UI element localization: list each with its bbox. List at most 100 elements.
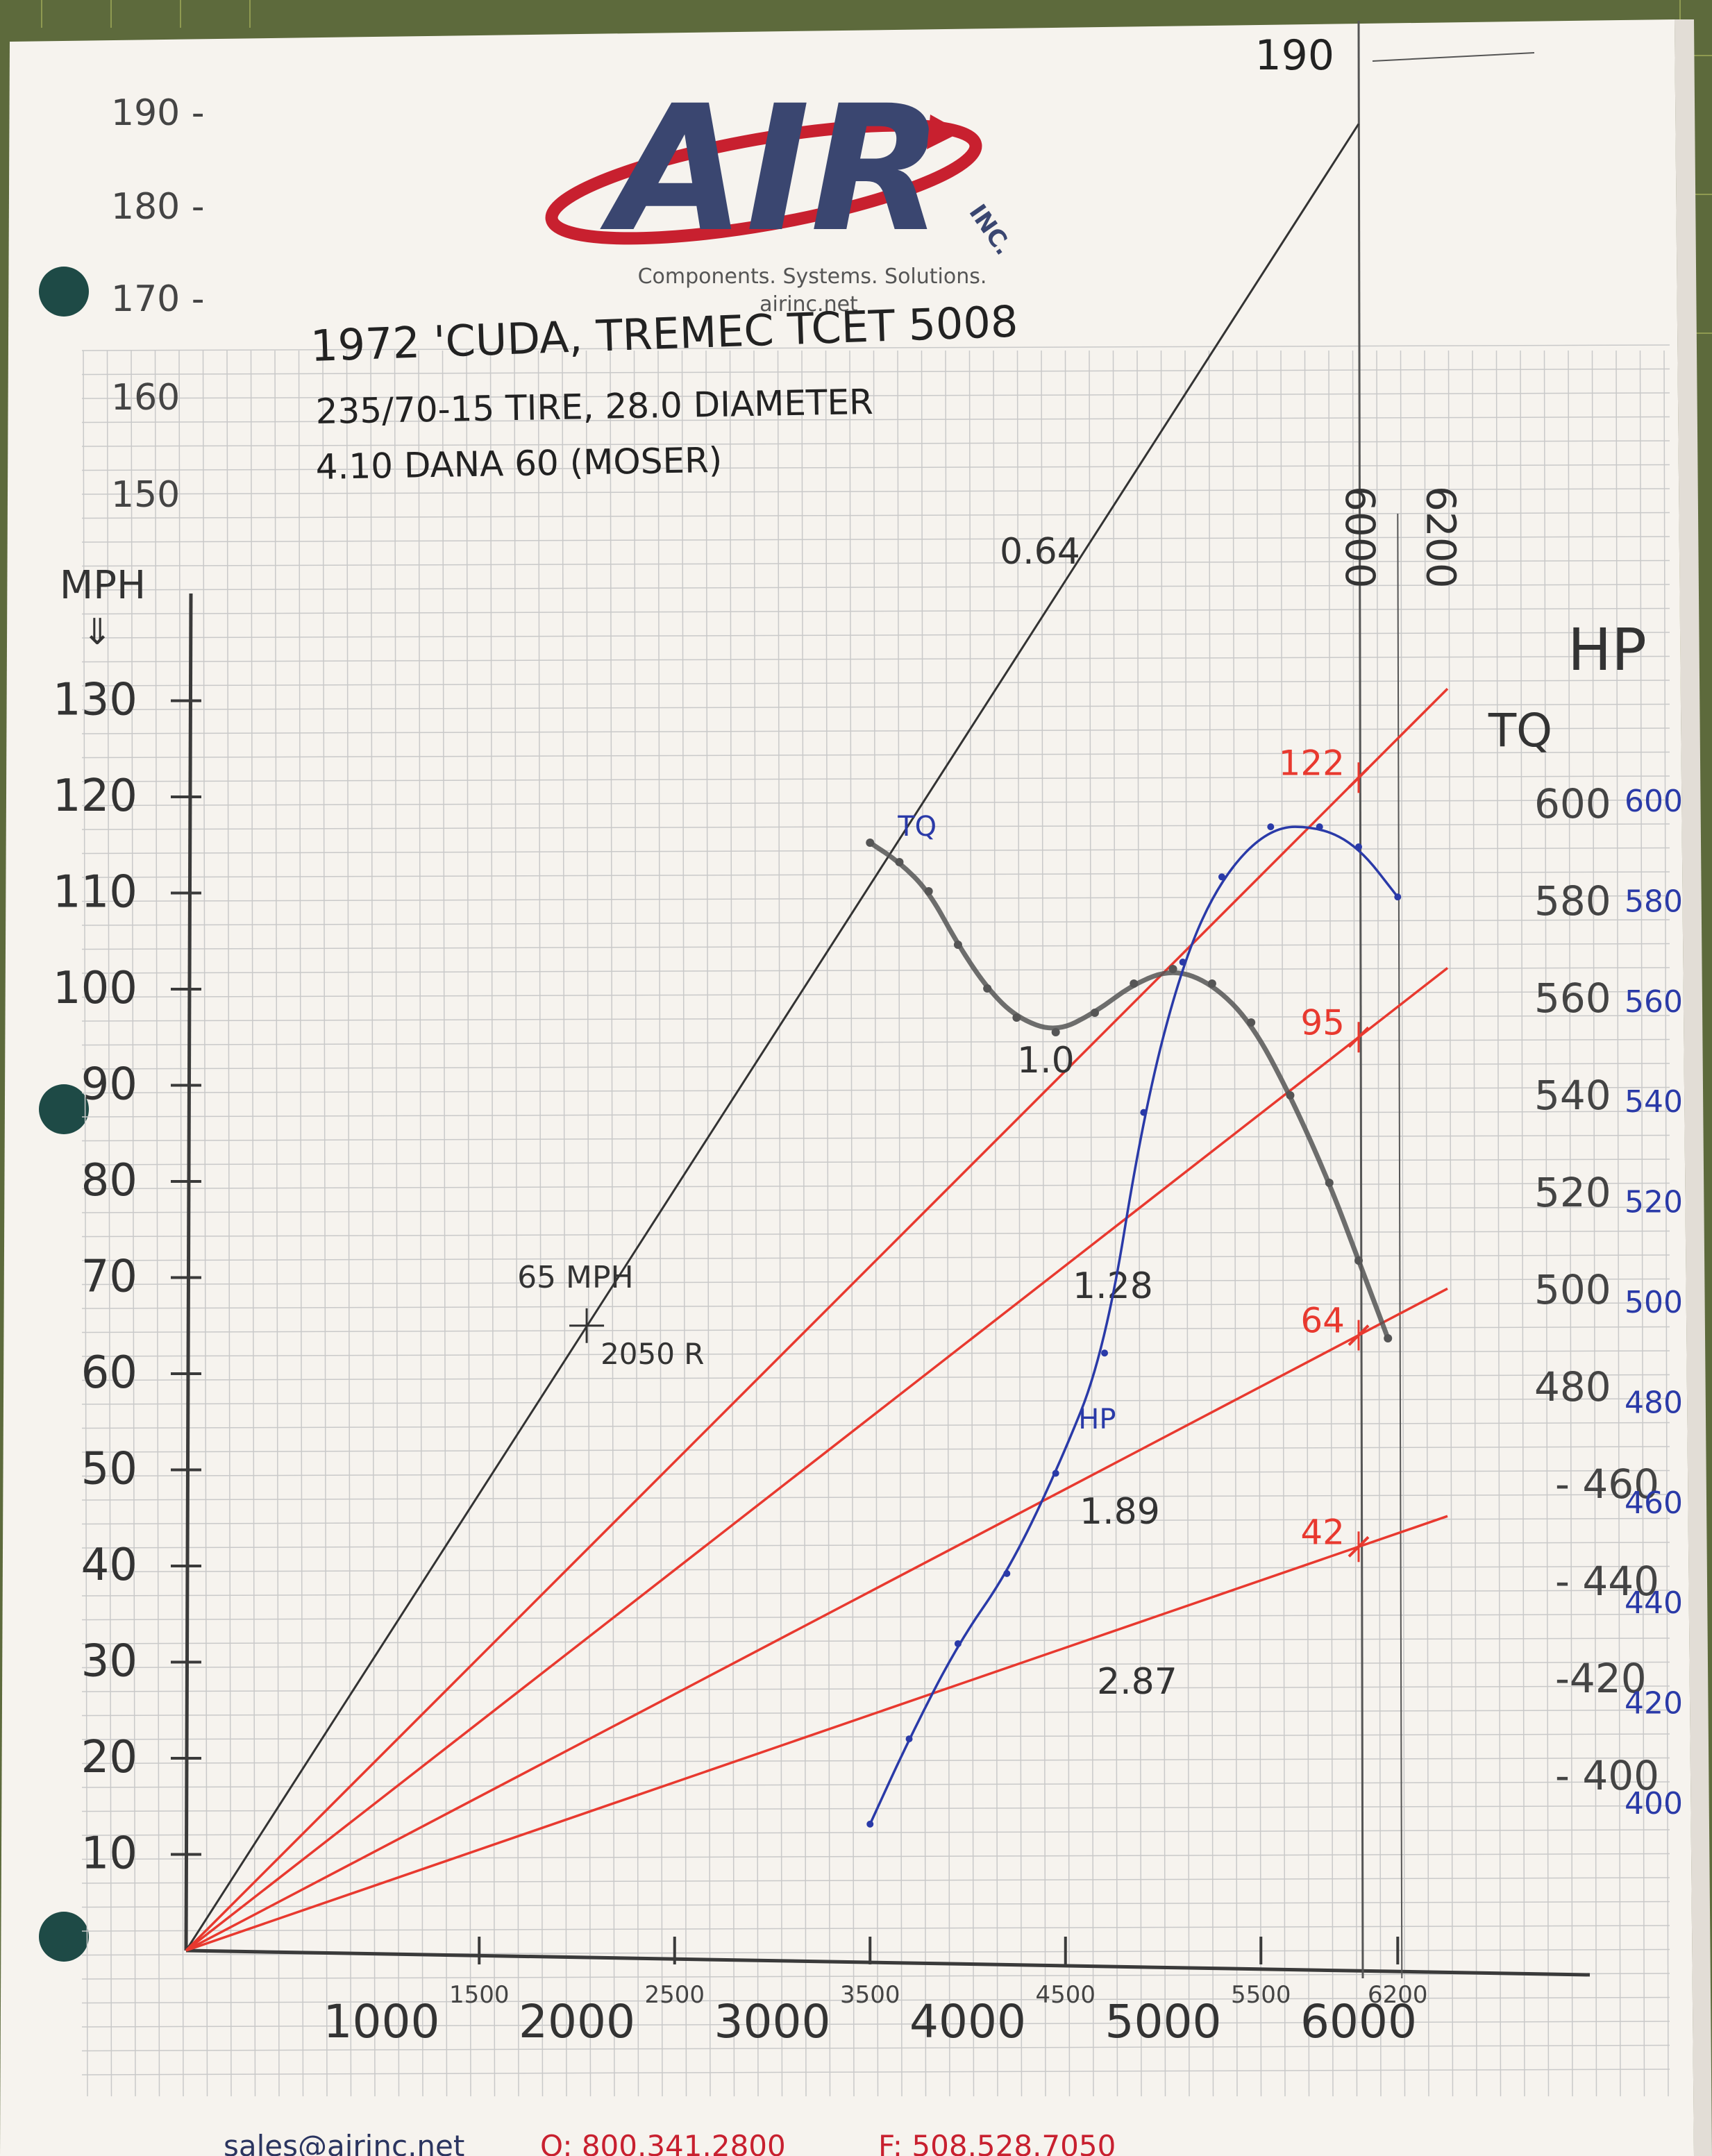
y-tick-label: 50 (81, 1444, 137, 1495)
grid-line-vertical (1520, 350, 1525, 2097)
grid-line-horizontal (81, 655, 1670, 663)
series-point-tq (1168, 965, 1177, 973)
grid-line-horizontal (81, 1015, 1670, 1022)
grid-line-vertical (1136, 350, 1142, 2097)
grid-line-horizontal (81, 2069, 1670, 2075)
series-point-hp (954, 1640, 962, 1647)
y-tick-label: 20 (81, 1732, 137, 1783)
rpm-line-6200 (1397, 513, 1403, 1979)
grid-line-vertical (178, 350, 184, 2097)
binder-hole-bottom (39, 1912, 89, 1962)
hp-axis-label: 580 (1625, 884, 1683, 919)
x-minor-tick-label: 3500 (840, 1981, 900, 2009)
grid-line-vertical (897, 350, 903, 2097)
grid-line-horizontal (81, 1326, 1670, 1333)
series-point-tq (983, 984, 992, 993)
grid-line-horizontal (81, 1374, 1670, 1381)
grid-line-vertical (1208, 350, 1214, 2097)
annotation-rpm: 2050 R (601, 1337, 704, 1371)
tq-axis-label: 520 (1534, 1169, 1611, 1216)
grid-line-horizontal (81, 1494, 1670, 1501)
y-axis-line (184, 593, 193, 1951)
hp-axis-label: 440 (1625, 1585, 1683, 1621)
grid-line-horizontal (81, 1613, 1670, 1621)
series-point-tq (895, 858, 904, 866)
hp-axis-title: HP (1568, 616, 1647, 684)
grid-line-vertical (1304, 350, 1310, 2097)
series-label-tq: TQ (897, 811, 937, 843)
hp-axis-label: 520 (1625, 1185, 1683, 1220)
y-tick-label: 100 (53, 963, 137, 1014)
grid-line-vertical (466, 350, 471, 2097)
x-minor-tick-label: 5500 (1231, 1981, 1291, 2009)
grid-line-horizontal (81, 1565, 1670, 1573)
chart-area: 10 20 30 40 50 60 70 80 90 100 110 120 130 150 160 170 … (53, 20, 1683, 2048)
tq-axis-label: - 460 (1555, 1460, 1659, 1508)
series-point-hp (866, 1820, 874, 1828)
grid-line-vertical (1160, 350, 1166, 2097)
grid-line-horizontal (81, 1996, 1670, 2004)
grid-line-horizontal (81, 1685, 1670, 1692)
grid-line-horizontal (81, 1063, 1670, 1070)
x-tick-label: 2000 (519, 1995, 635, 2048)
series-point-hp (905, 1735, 913, 1743)
grid-line-horizontal (81, 536, 1670, 543)
x-minor-tick-label: 6200 (1368, 1981, 1428, 2009)
grid-line-horizontal (81, 1637, 1670, 1644)
x-tick-label: 3000 (714, 1995, 831, 2048)
grid-line-horizontal (81, 919, 1670, 926)
tq-axis-label: 500 (1534, 1266, 1611, 1313)
grid-line-vertical (1616, 350, 1621, 2097)
grid-line-vertical (681, 350, 687, 2097)
grid-line-vertical (1352, 350, 1358, 2097)
grid-line-vertical (849, 350, 855, 2097)
y-tick-label: 80 (81, 1155, 137, 1206)
grid-line-horizontal (81, 464, 1670, 471)
grid-line-vertical (945, 350, 950, 2097)
grid-line-horizontal (81, 847, 1670, 854)
grid-line-vertical (1016, 350, 1023, 2097)
grid-line-vertical (1064, 350, 1071, 2097)
y-upper-label: 170 - (111, 278, 205, 320)
series-point-hp (1140, 1109, 1148, 1116)
annotation-speed: 65 MPH (517, 1260, 634, 1295)
grid-line-horizontal (81, 1469, 1670, 1477)
series-point-tq (1012, 1013, 1021, 1022)
series-point-tq (924, 887, 933, 895)
grid-line-vertical (226, 350, 232, 2097)
hp-axis-label: 400 (1625, 1786, 1683, 1821)
grid-line-vertical (1041, 350, 1046, 2097)
grid-line-horizontal (81, 512, 1670, 519)
gear-line-1.0 (185, 688, 1449, 1952)
x-minor-tick-label: 1500 (449, 1981, 510, 2009)
grid-line-horizontal (81, 344, 1670, 351)
grid-line-horizontal (81, 1422, 1670, 1429)
tq-axis-label: 600 (1534, 780, 1611, 827)
grid-line-vertical (1568, 350, 1573, 2097)
x-tick-label: 5000 (1105, 1995, 1222, 2048)
hp-axis-label: 480 (1625, 1385, 1683, 1420)
series-point-tq (1384, 1334, 1393, 1342)
grid-line-horizontal (81, 1159, 1670, 1165)
grid-line-horizontal (81, 1254, 1670, 1261)
grid-line-horizontal (81, 1111, 1670, 1118)
grid-line-vertical (489, 350, 496, 2097)
grid-line-vertical (83, 350, 88, 2097)
grid-line-horizontal (81, 2044, 1670, 2052)
top-mph-label: 190 (1254, 31, 1334, 80)
grid-line-horizontal (81, 1206, 1670, 1213)
grid-line-vertical (1495, 350, 1502, 2097)
gear-line-2.87 (185, 1515, 1448, 1952)
grid-line-vertical (346, 350, 352, 2097)
footer-phone: O: 800.341.2800 (540, 2129, 786, 2156)
grid-line-vertical (777, 350, 783, 2097)
tq-axis-label: 540 (1534, 1072, 1611, 1119)
logo-website: airinc.net (760, 292, 858, 317)
grid-line-horizontal (81, 1446, 1670, 1453)
x-axis-line (185, 1948, 1591, 1977)
grid-line-horizontal (81, 440, 1670, 447)
y-tick-label: 10 (81, 1828, 137, 1880)
logo-swoosh (545, 119, 982, 245)
grid-line-vertical (705, 350, 711, 2097)
grid-line-horizontal (81, 632, 1670, 639)
